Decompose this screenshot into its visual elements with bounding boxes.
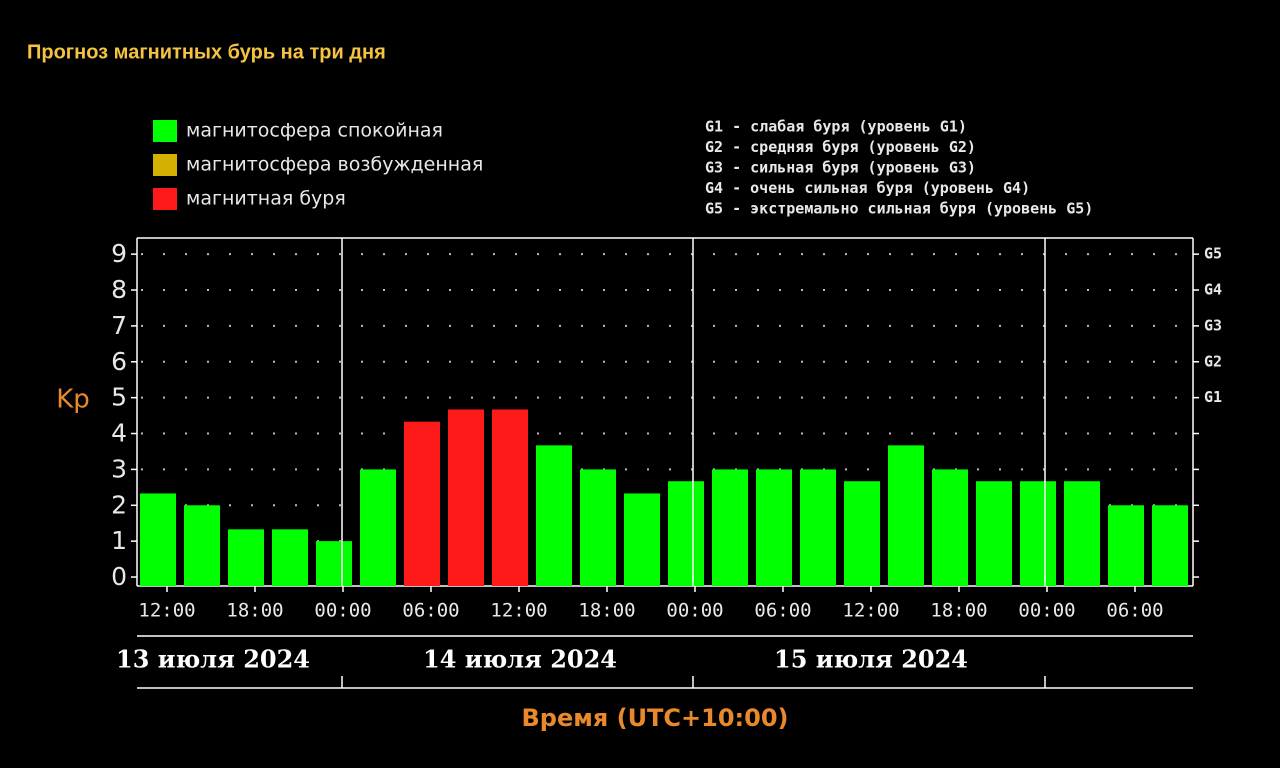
bar	[184, 505, 220, 586]
bar	[316, 541, 352, 586]
x-tick-label: 18:00	[578, 600, 635, 622]
bar	[492, 409, 528, 586]
y2-tick-label: G4	[1204, 281, 1222, 299]
g-legend-line: G4 - очень сильная буря (уровень G4)	[705, 179, 1030, 197]
bar	[756, 469, 792, 586]
y-tick-label: 5	[111, 383, 127, 412]
bar	[932, 469, 968, 586]
y2-tick-label: G2	[1204, 352, 1222, 370]
legend-swatch	[153, 154, 177, 176]
bar	[1108, 505, 1144, 586]
y-tick-label: 6	[111, 347, 127, 376]
bar	[976, 481, 1012, 586]
bar	[140, 493, 176, 586]
y2-tick-label: G3	[1204, 316, 1222, 334]
date-label: 13 июля 2024	[116, 645, 310, 674]
x-tick-label: 12:00	[138, 600, 195, 622]
legend-label: магнитная буря	[186, 188, 346, 210]
x-tick-label: 18:00	[226, 600, 283, 622]
y-tick-label: 9	[111, 239, 127, 268]
bar	[1064, 481, 1100, 586]
x-tick-label: 00:00	[666, 600, 723, 622]
date-label: 15 июля 2024	[774, 645, 968, 674]
y-axis-label: Kp	[56, 385, 90, 415]
bar	[272, 529, 308, 586]
legend-swatch	[153, 120, 177, 142]
bar	[624, 493, 660, 586]
y-tick-label: 7	[111, 311, 127, 340]
legend-label: магнитосфера спокойная	[186, 120, 443, 142]
x-tick-label: 18:00	[930, 600, 987, 622]
y2-tick-label: G1	[1204, 388, 1222, 406]
chart-title: Прогноз магнитных бурь на три дня	[27, 41, 386, 63]
g-legend-line: G3 - сильная буря (уровень G3)	[705, 159, 976, 177]
y-tick-label: 1	[111, 526, 127, 555]
x-tick-label: 06:00	[402, 600, 459, 622]
x-tick-label: 06:00	[754, 600, 811, 622]
date-label: 14 июля 2024	[423, 645, 617, 674]
y-tick-label: 8	[111, 275, 127, 304]
bar	[448, 409, 484, 586]
y-tick-label: 4	[111, 419, 127, 448]
bar	[844, 481, 880, 586]
x-tick-label: 12:00	[842, 600, 899, 622]
x-tick-label: 00:00	[314, 600, 371, 622]
x-tick-label: 06:00	[1106, 600, 1163, 622]
y-tick-label: 0	[111, 562, 127, 591]
y2-tick-label: G5	[1204, 245, 1222, 263]
bar	[536, 445, 572, 586]
y-tick-label: 3	[111, 454, 127, 483]
x-tick-label: 12:00	[490, 600, 547, 622]
bar	[800, 469, 836, 586]
bar	[580, 469, 616, 586]
g-legend-line: G2 - средняя буря (уровень G2)	[705, 138, 976, 156]
legend-label: магнитосфера возбужденная	[186, 154, 483, 176]
bar	[360, 469, 396, 586]
bar	[1020, 481, 1056, 586]
bar	[1152, 505, 1188, 586]
g-legend-line: G5 - экстремально сильная буря (уровень …	[705, 200, 1093, 218]
bar	[228, 529, 264, 586]
g-legend-line: G1 - слабая буря (уровень G1)	[705, 118, 967, 136]
x-tick-label: 00:00	[1018, 600, 1075, 622]
legend-swatch	[153, 188, 177, 210]
bar	[888, 445, 924, 586]
bar	[668, 481, 704, 586]
bar	[712, 469, 748, 586]
frame	[136, 237, 1194, 689]
x-axis-label: Время (UTC+10:00)	[521, 704, 788, 732]
bar	[404, 421, 440, 586]
y-tick-label: 2	[111, 490, 127, 519]
